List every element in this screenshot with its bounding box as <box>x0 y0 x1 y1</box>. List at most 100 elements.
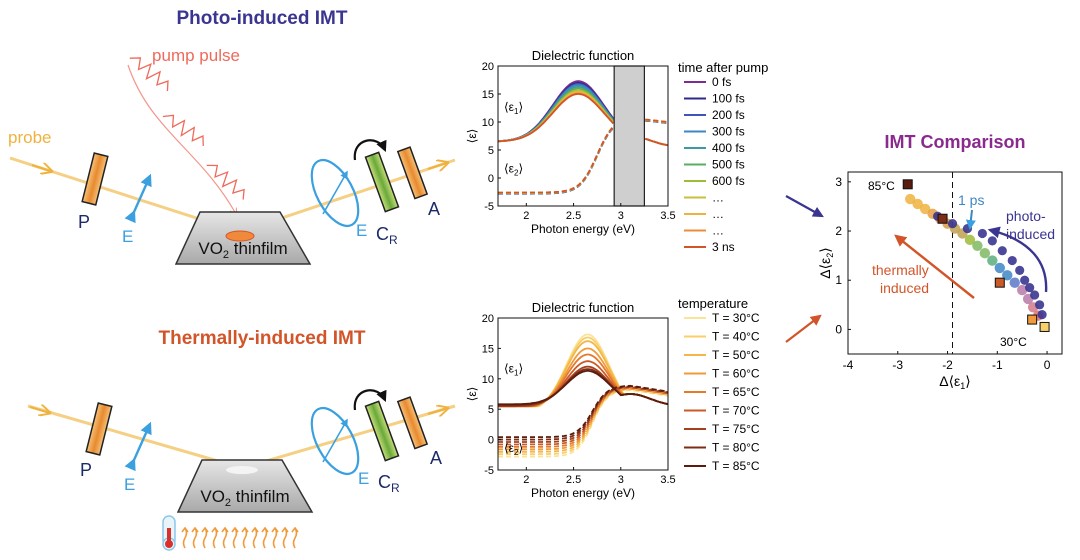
imt-comparison-chart: IMT Comparison 85°C 30°C 1 ps photo-induced t… <box>817 132 1063 391</box>
gradient-point <box>912 198 923 210</box>
label-30c: 30°C <box>1000 335 1027 349</box>
photo-point <box>977 228 987 239</box>
photo-point <box>1025 282 1035 293</box>
photo-point <box>987 236 997 246</box>
x-tick-label: -4 <box>843 358 854 372</box>
eps1-line <box>498 370 668 406</box>
y-tick-label: 2 <box>835 224 842 238</box>
gradient-point <box>964 234 976 246</box>
pump-label: pump pulse <box>152 46 240 65</box>
rotation-arrow-bottom <box>353 389 387 411</box>
rotation-arrow-top <box>353 139 387 161</box>
photo-arrow <box>987 226 1048 293</box>
eps1-line <box>498 368 668 407</box>
x-tick-label: 3.5 <box>660 210 675 222</box>
e-arrow-bottom-left <box>124 421 152 472</box>
plot-frame <box>497 317 669 471</box>
thermal-label-1: thermally <box>872 262 929 278</box>
gradient-point <box>972 240 983 251</box>
y-tick-label: -5 <box>484 465 494 477</box>
legend-label: T = 80°C <box>712 441 760 455</box>
thermal-dielectric-chart: Dielectric function -5 0 5 10 15 20 2 2.5 3 3.5 Pho… <box>465 296 760 500</box>
photo-point <box>947 219 958 229</box>
photo-to-comparison-arrow <box>785 195 824 218</box>
y-tick-label: 15 <box>482 89 494 101</box>
legend-label: T = 60°C <box>712 367 760 381</box>
eps2-label: ⟨ε2⟩ <box>504 161 523 177</box>
legend-label: 200 fs <box>712 108 745 122</box>
compensator-top <box>364 151 400 213</box>
gradient-point <box>994 262 1005 274</box>
photo-point <box>997 246 1007 256</box>
photo-point <box>1015 265 1025 275</box>
e-arrow-top-right <box>322 170 348 215</box>
e-ellipse-top <box>310 159 360 227</box>
y-tick-label: 3 <box>835 175 842 189</box>
x-axis-label: Photon energy (eV) <box>531 486 635 500</box>
gradient-point <box>919 203 931 215</box>
x-tick-label: 2 <box>523 474 529 486</box>
y-axis-label: Δ⟨ε2⟩ <box>817 247 835 279</box>
gap-band <box>613 65 645 207</box>
compensator-label-bottom: CR <box>378 472 400 495</box>
eps2-line <box>498 127 614 195</box>
photo-label-2: induced <box>1006 226 1055 242</box>
eps2-line <box>498 127 614 195</box>
sample-bottom <box>176 459 314 513</box>
y-tick-label: 0 <box>835 322 842 336</box>
gradient-point <box>987 255 998 266</box>
photo-point <box>1030 290 1040 300</box>
label-1ps: 1 ps <box>958 192 984 208</box>
e-ellipse-bottom <box>310 407 360 475</box>
photo-point <box>1037 310 1047 320</box>
x-tick-label: 3 <box>618 210 624 222</box>
e-label-top-right: E <box>356 221 367 240</box>
legend-label: T = 65°C <box>712 385 760 399</box>
x-tick-label: -1 <box>992 358 1003 372</box>
legend-label: 300 fs <box>712 125 745 139</box>
legend-label: T = 70°C <box>712 404 760 418</box>
legend-title: temperature <box>678 296 748 311</box>
legend-label: … <box>712 191 724 205</box>
compensator-label-top: CR <box>376 224 398 247</box>
comparison-title: IMT Comparison <box>884 132 1025 152</box>
1ps-arrow <box>965 209 976 230</box>
photo-point <box>1007 255 1017 266</box>
plot-frame <box>847 171 1063 355</box>
eps1-line <box>498 347 668 408</box>
plot-area <box>498 80 668 195</box>
y-axis-label: ⟨ε⟩ <box>465 129 479 144</box>
gradient-point <box>905 193 916 205</box>
e-arrow-top-left <box>124 173 152 224</box>
x-tick-label: 2 <box>523 210 529 222</box>
x-tick-label: 3.5 <box>660 474 675 486</box>
e-label-top-left: E <box>122 227 133 246</box>
eps2-label: ⟨ε2⟩ <box>504 441 523 457</box>
x-axis-label: Photon energy (eV) <box>531 222 635 236</box>
e-arrow-bottom-right <box>322 418 348 463</box>
eps2-line <box>498 389 668 458</box>
y-tick-label: 0 <box>488 173 494 185</box>
thermal-setup: Thermally-induced IMT P E VO2 thinfilm <box>27 328 456 551</box>
chart-title: Dielectric function <box>532 48 635 63</box>
thermal-point <box>902 179 913 190</box>
analyzer-label-top: A <box>428 199 440 219</box>
legend-label: T = 75°C <box>712 422 760 436</box>
probe-label: probe <box>8 128 51 147</box>
plot-frame <box>497 65 669 207</box>
eps2-line <box>498 126 614 194</box>
eps2-line <box>498 386 668 446</box>
x-tick-label: -3 <box>892 358 903 372</box>
thermal-label-2: induced <box>880 280 929 296</box>
compensator-bottom <box>364 400 400 462</box>
probe-beam-in-arrow-bottom <box>29 407 50 413</box>
pump-pulse <box>127 57 245 214</box>
eps2-line <box>498 387 668 448</box>
photo-setup: Photo-induced IMT pump pulse probe P E V… <box>8 8 456 265</box>
eps2-line <box>498 384 668 439</box>
thermal-to-comparison-arrow <box>785 314 822 343</box>
thermal-point <box>937 213 948 224</box>
e-label-bottom-right: E <box>358 469 369 488</box>
y-tick-label: 15 <box>482 343 494 355</box>
y-axis-label: ⟨ε⟩ <box>465 387 479 402</box>
